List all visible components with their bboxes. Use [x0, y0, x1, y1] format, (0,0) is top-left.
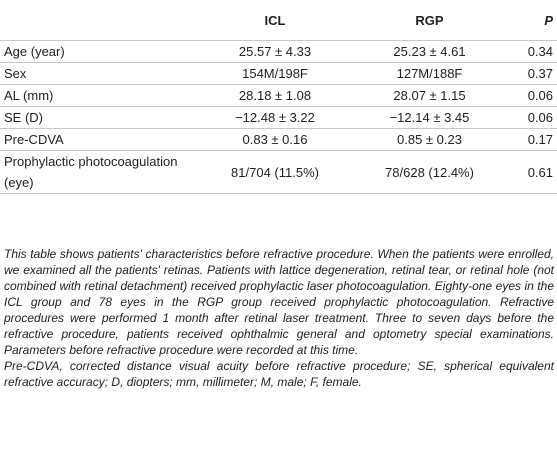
icl-value: 81/704 (11.5%) — [198, 150, 352, 194]
table-footnote: This table shows patients' characteristi… — [4, 246, 554, 390]
header-icl: ICL — [198, 0, 352, 41]
row-label: SE (D) — [0, 106, 198, 129]
icl-value: 0.83 ± 0.16 — [198, 128, 352, 151]
icl-value: −12.48 ± 3.22 — [198, 106, 352, 129]
icl-value: 25.57 ± 4.33 — [198, 40, 352, 63]
table-row: AL (mm) 28.18 ± 1.08 28.07 ± 1.15 0.06 — [0, 84, 557, 107]
p-value: 0.37 — [507, 62, 557, 85]
table-header: ICL RGP P — [0, 0, 557, 41]
footnote-abbreviations: Pre-CDVA, corrected distance visual acui… — [4, 359, 554, 389]
table-body: Age (year) 25.57 ± 4.33 25.23 ± 4.61 0.3… — [0, 40, 557, 194]
rgp-value: 0.85 ± 0.23 — [352, 128, 507, 151]
rgp-value: 28.07 ± 1.15 — [352, 84, 507, 107]
rgp-value: 25.23 ± 4.61 — [352, 40, 507, 63]
icl-value: 154M/198F — [198, 62, 352, 85]
row-label: Age (year) — [0, 40, 198, 63]
icl-value: 28.18 ± 1.08 — [198, 84, 352, 107]
header-label — [0, 0, 198, 41]
p-value: 0.06 — [507, 84, 557, 107]
row-label: Prophylactic photocoagulation (eye) — [0, 150, 198, 194]
row-label: Sex — [0, 62, 198, 85]
header-rgp: RGP — [352, 0, 507, 41]
table-row: Sex 154M/198F 127M/188F 0.37 — [0, 62, 557, 85]
characteristics-table: ICL RGP P Age (year) 25.57 ± 4.33 25.23 … — [0, 0, 557, 194]
table-row: SE (D) −12.48 ± 3.22 −12.14 ± 3.45 0.06 — [0, 106, 557, 129]
rgp-value: −12.14 ± 3.45 — [352, 106, 507, 129]
table-row: Prophylactic photocoagulation (eye) 81/7… — [0, 150, 557, 194]
rgp-value: 78/628 (12.4%) — [352, 150, 507, 194]
p-value: 0.61 — [507, 150, 557, 194]
header-p: P — [507, 0, 557, 41]
table-row: Pre-CDVA 0.83 ± 0.16 0.85 ± 0.23 0.17 — [0, 128, 557, 151]
table-row: Age (year) 25.57 ± 4.33 25.23 ± 4.61 0.3… — [0, 40, 557, 63]
rgp-value: 127M/188F — [352, 62, 507, 85]
p-value: 0.34 — [507, 40, 557, 63]
row-label: Pre-CDVA — [0, 128, 198, 151]
p-value: 0.17 — [507, 128, 557, 151]
footnote-description: This table shows patients' characteristi… — [4, 247, 554, 357]
p-value: 0.06 — [507, 106, 557, 129]
row-label: AL (mm) — [0, 84, 198, 107]
